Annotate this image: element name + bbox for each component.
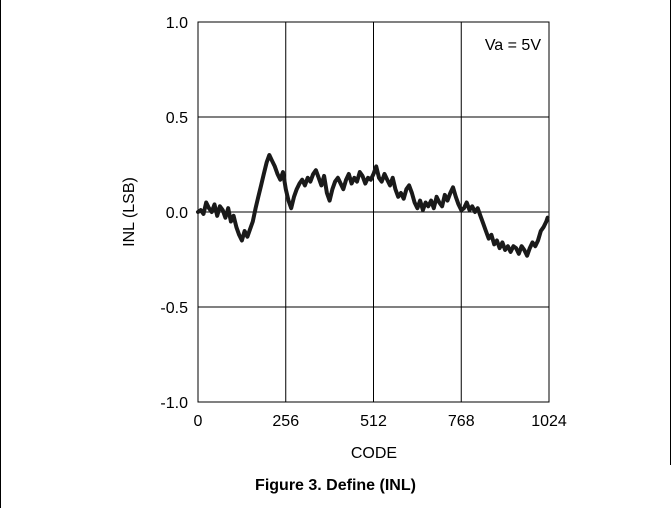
y-tick-label: 0.0: [166, 205, 188, 222]
figure-caption: Figure 3. Define (INL): [255, 477, 416, 494]
y-tick-label: -1.0: [160, 395, 188, 412]
frame-left-border: [0, 0, 1, 508]
x-tick-label: 768: [448, 413, 475, 430]
y-tick-labels: -1.0 -0.5 0.0 0.5 1.0: [160, 15, 188, 412]
x-tick-label: 512: [360, 413, 387, 430]
chart-grid: [197, 21, 550, 403]
inl-series-line: [196, 153, 550, 258]
x-tick-labels: 0 256 512 768 1024: [194, 413, 567, 430]
x-tick-label: 256: [272, 413, 299, 430]
y-tick-label: 1.0: [166, 15, 188, 32]
y-tick-label: 0.5: [166, 110, 188, 127]
x-axis-label: CODE: [351, 445, 397, 462]
inl-chart: -1.0 -0.5 0.0 0.5 1.0 0 256 512 768 1024 Va = 5V…: [121, 15, 567, 462]
x-tick-label: 1024: [531, 413, 567, 430]
y-tick-label: -0.5: [160, 300, 188, 317]
x-tick-label: 0: [194, 413, 203, 430]
y-axis-label: INL (LSB): [121, 177, 138, 247]
supply-voltage-annotation: Va = 5V: [485, 37, 542, 54]
